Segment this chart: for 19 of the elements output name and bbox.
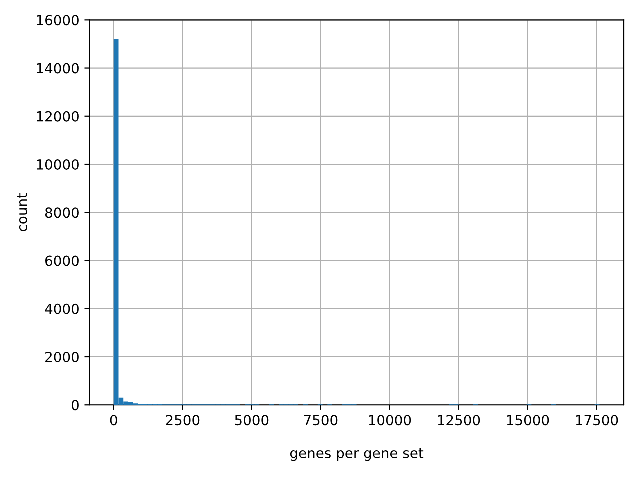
y-tick-label: 6000 (46, 256, 79, 266)
x-tick-label: 12500 (438, 415, 480, 426)
x-tick-label: 17500 (576, 415, 618, 426)
x-tick-label: 15000 (507, 415, 550, 426)
x-tick-label: 5000 (235, 415, 269, 426)
y-tick-label: 12000 (37, 111, 79, 122)
y-tick-label: 2000 (46, 352, 79, 362)
y-tick-label: 14000 (37, 63, 79, 74)
y-axis-title: count (17, 193, 28, 232)
y-tick-label: 4000 (45, 304, 79, 314)
y-tick-label: 10000 (37, 159, 79, 170)
x-tick-label: 0 (110, 415, 118, 426)
x-tick-label: 2500 (166, 415, 200, 426)
y-tick-label: 16000 (37, 15, 79, 26)
y-tick-label: 0 (72, 400, 79, 411)
x-tick-label: 7500 (304, 415, 338, 426)
y-tick-label: 8000 (45, 208, 79, 218)
x-tick-label: 10000 (369, 415, 412, 426)
x-axis-title: genes per gene set (290, 448, 424, 462)
